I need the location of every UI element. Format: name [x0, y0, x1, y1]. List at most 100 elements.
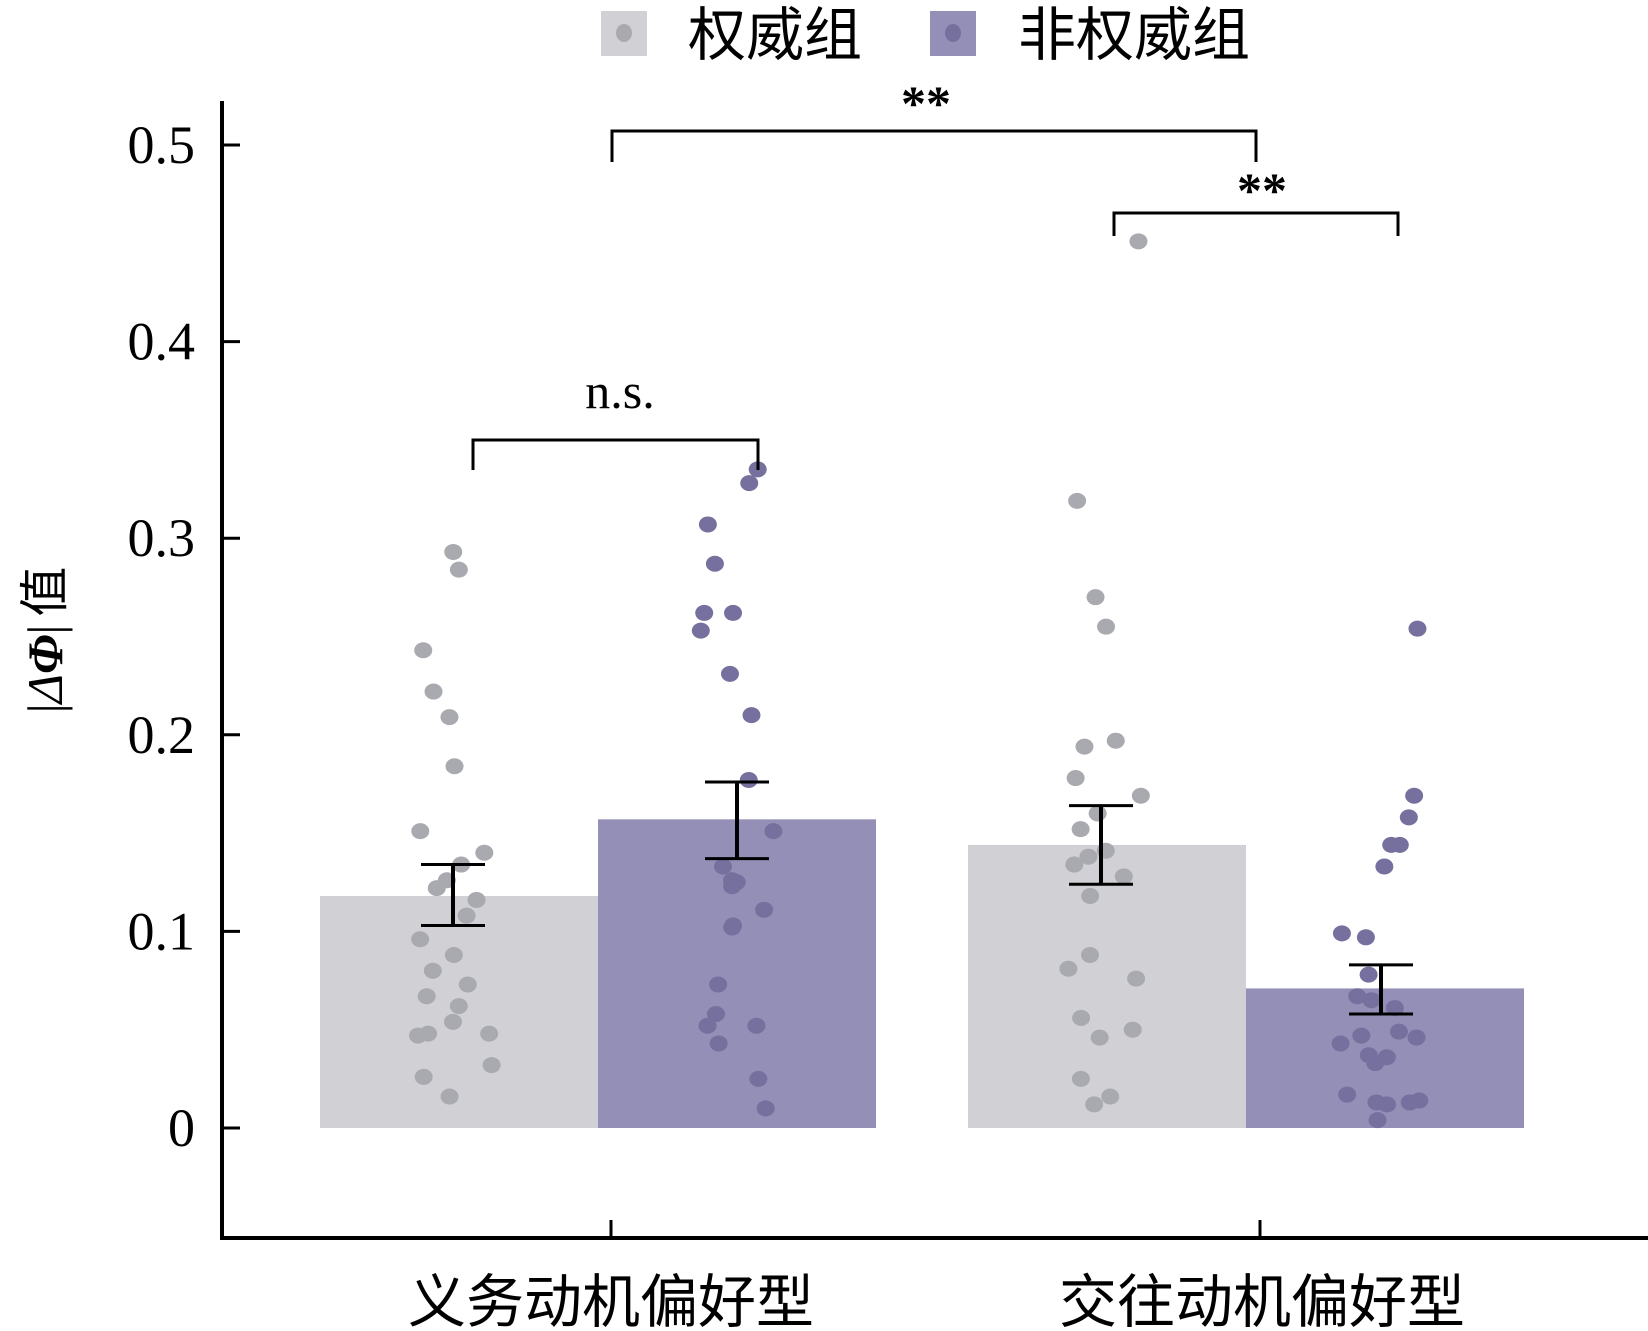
- axes: 0 0.1 0.2 0.3 0.4 0.5 义务动机偏好型 交往动机偏好型: [128, 101, 1648, 1331]
- data-point: [443, 1013, 462, 1030]
- data-point: [1079, 848, 1098, 865]
- data-point: [1106, 732, 1125, 749]
- data-point: [444, 946, 463, 963]
- data-point: [713, 858, 732, 875]
- bracket-social: [1112, 211, 1400, 236]
- data-point: [440, 709, 459, 726]
- data-point: [1338, 1086, 1357, 1103]
- legend-item-non-authority[interactable]: 非权威组: [930, 1, 1250, 69]
- bar-authority-1: [968, 844, 1246, 1128]
- y-tick-label: 0.3: [128, 508, 196, 568]
- dots-layer: [409, 233, 1429, 1129]
- error-bars-layer: [421, 780, 1413, 1016]
- data-point: [720, 665, 739, 682]
- annotation-sig-social: **: [1237, 162, 1287, 218]
- data-point: [1359, 966, 1378, 983]
- data-point: [427, 880, 446, 897]
- data-point: [723, 919, 742, 936]
- data-point: [1405, 787, 1424, 804]
- data-point: [1408, 620, 1427, 637]
- data-point: [444, 543, 463, 560]
- data-point: [1072, 1009, 1091, 1026]
- y-title-delta: Δ: [17, 674, 73, 705]
- data-point: [1081, 946, 1100, 963]
- y-title-suffix: 值: [16, 567, 74, 617]
- data-point: [1085, 1096, 1104, 1113]
- data-point: [424, 683, 443, 700]
- legend: 权威组 非权威组: [601, 1, 1250, 69]
- bar-non-authority-0: [598, 819, 876, 1128]
- data-point: [723, 878, 742, 895]
- data-point: [445, 758, 464, 775]
- data-point: [417, 988, 436, 1005]
- data-point: [1114, 868, 1133, 885]
- data-point: [480, 1025, 499, 1042]
- data-point: [740, 475, 759, 492]
- data-point: [709, 976, 728, 993]
- data-point: [755, 901, 774, 918]
- data-point: [724, 604, 743, 621]
- data-point: [1348, 988, 1367, 1005]
- bracket-between-groups: [610, 129, 1258, 162]
- bracket-ns: [471, 438, 760, 470]
- data-point: [409, 1027, 428, 1044]
- data-point: [467, 891, 486, 908]
- data-point: [1088, 805, 1107, 822]
- data-point: [482, 1057, 501, 1074]
- data-point: [475, 844, 494, 861]
- annotation-sig-between: **: [901, 75, 951, 131]
- data-point: [1375, 858, 1394, 875]
- y-title-bar-left: |: [17, 703, 73, 713]
- data-point: [1123, 1021, 1142, 1038]
- y-title-phi: Φ: [17, 635, 73, 674]
- data-point: [411, 931, 430, 948]
- data-point: [764, 823, 783, 840]
- y-title-bar-right: |: [17, 625, 73, 635]
- data-point: [709, 1035, 728, 1052]
- data-point: [414, 1068, 433, 1085]
- data-point: [742, 707, 761, 724]
- data-point: [1368, 1112, 1387, 1129]
- data-point: [691, 622, 710, 639]
- data-point: [1081, 888, 1100, 905]
- data-point: [1097, 618, 1116, 635]
- data-point: [423, 962, 442, 979]
- legend-dot-icon: [616, 24, 632, 42]
- svg-text:|ΔΦ|值: |ΔΦ|值: [16, 567, 74, 714]
- data-point: [1127, 970, 1146, 987]
- significance-annotations: n.s. ** **: [471, 75, 1400, 470]
- annotation-ns: n.s.: [585, 363, 654, 419]
- data-point: [1129, 233, 1148, 250]
- data-point: [1331, 1035, 1350, 1052]
- data-point: [1407, 1029, 1426, 1046]
- legend-item-authority[interactable]: 权威组: [601, 1, 862, 69]
- data-point: [1090, 1029, 1109, 1046]
- data-point: [698, 516, 717, 533]
- y-tick-label: 0.4: [128, 312, 196, 372]
- data-point: [1399, 809, 1418, 826]
- data-point: [1075, 738, 1094, 755]
- legend-label-authority: 权威组: [688, 1, 862, 69]
- data-point: [440, 1088, 459, 1105]
- data-point: [1385, 1000, 1404, 1017]
- data-point: [706, 1005, 725, 1022]
- y-tick-label: 0.5: [128, 115, 196, 175]
- data-point: [739, 772, 758, 789]
- data-point: [449, 998, 468, 1015]
- x-tick-label: 义务动机偏好型: [408, 1268, 814, 1331]
- y-ticks: 0 0.1 0.2 0.3 0.4 0.5: [128, 115, 240, 1158]
- legend-dot-icon: [945, 24, 961, 42]
- data-point: [1065, 856, 1084, 873]
- data-point: [705, 555, 724, 572]
- legend-label-non-authority: 非权威组: [1018, 1, 1250, 69]
- data-point: [1362, 992, 1381, 1009]
- data-point: [1366, 1055, 1385, 1072]
- data-point: [457, 907, 476, 924]
- data-point: [1071, 1070, 1090, 1087]
- y-tick-label: 0: [168, 1098, 195, 1158]
- data-point: [747, 1017, 766, 1034]
- data-point: [411, 823, 430, 840]
- y-tick-label: 0.2: [128, 705, 196, 765]
- data-point: [756, 1100, 775, 1117]
